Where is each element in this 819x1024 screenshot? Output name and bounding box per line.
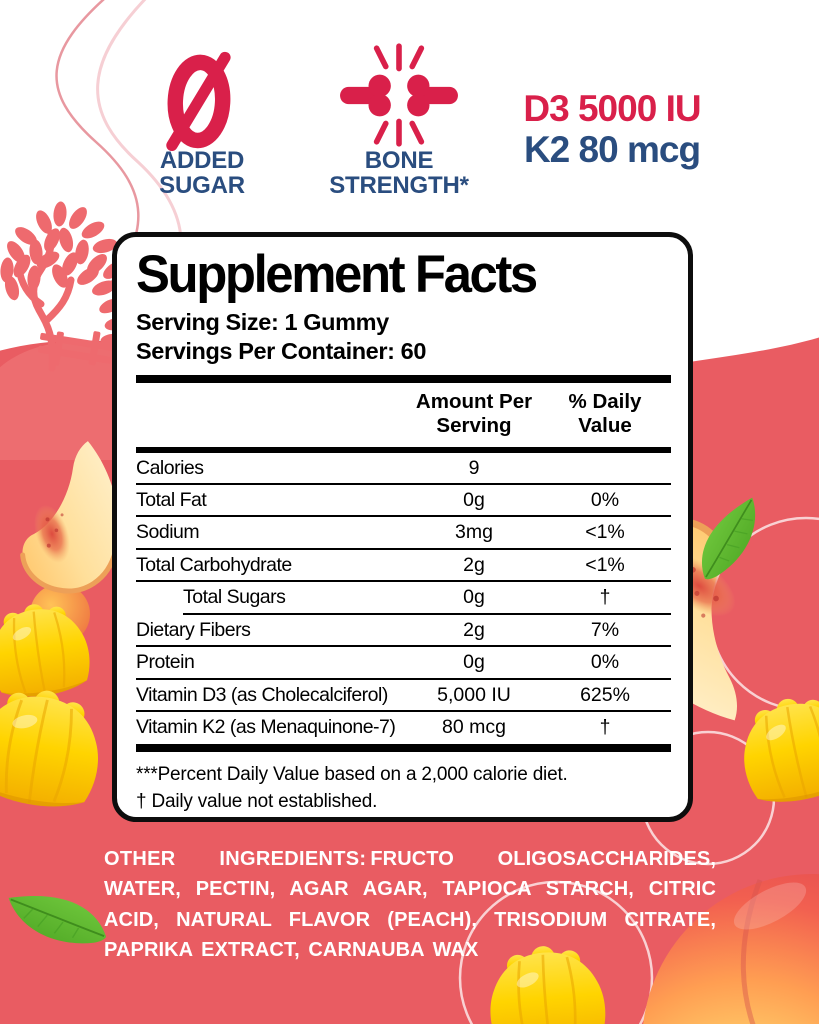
servings-per-container: Servings Per Container: 60 (136, 337, 426, 364)
row-dv: <1% (585, 553, 625, 576)
table-row: Dietary Fibers 2g 7% (136, 615, 671, 648)
bone-strength-line2: STRENGTH* (329, 171, 469, 199)
bone-strength-line1: BONE (364, 147, 434, 174)
whole-peach (643, 874, 819, 1024)
facts-rows: Calories 9 Total Fat 0g 0% Sodium 3mg <1… (136, 453, 671, 745)
bone-impact-icon (340, 43, 458, 147)
column-dv-header: % Daily Value (568, 390, 642, 438)
table-row: Total Fat 0g 0% (136, 485, 671, 518)
serving-size: Serving Size: 1 Gummy (136, 309, 389, 336)
row-amount: 2g (463, 618, 485, 641)
table-row: Protein 0g 0% (136, 647, 671, 680)
row-dv (540, 457, 670, 479)
row-name: Dietary Fibers (136, 618, 251, 641)
row-dv: 0% (590, 651, 620, 674)
row-name: Total Fat (136, 489, 207, 512)
divider-thick-bottom (136, 744, 671, 753)
row-amount: 3mg (455, 521, 493, 544)
divider-thick (136, 375, 671, 384)
table-row: Vitamin D3 (as Cholecalciferol) 5,000 IU… (136, 680, 671, 713)
column-amount-header: Amount Per Serving (415, 390, 533, 438)
table-row: Total Carbohydrate 2g <1% (136, 550, 671, 583)
row-name: Calories (136, 456, 204, 479)
other-ingredients-label: OTHER INGREDIENTS: (104, 848, 367, 870)
other-ingredients: OTHER INGREDIENTS: FRUCTO OLIGOSACCHARIDE… (104, 844, 716, 966)
footnote-dagger: † Daily value not established. (136, 791, 378, 813)
dosage-k2: K2 80 mcg (523, 129, 701, 170)
row-amount: 0g (463, 586, 485, 609)
footnote-daily-value: ***Percent Daily Value based on a 2,000 … (136, 764, 568, 786)
row-name: Protein (136, 651, 195, 674)
table-row: Calories 9 (136, 453, 671, 486)
row-dv: <1% (585, 521, 625, 544)
zero-slash-icon (166, 51, 231, 152)
row-amount: 0g (463, 489, 485, 512)
row-name: Vitamin D3 (as Cholecalciferol) (136, 683, 388, 706)
panel-title: Supplement Facts (136, 245, 538, 304)
table-row: Total Sugars 0g † (136, 582, 671, 616)
table-header: Amount Per Serving % Daily Value (136, 383, 671, 446)
row-dv: 625% (580, 683, 630, 706)
dosage-callout: D3 5000 IU K2 80 mcg (500, 90, 724, 168)
row-name: Total Sugars (183, 586, 286, 609)
supplement-facts-panel: Supplement Facts Serving Size: 1 Gummy S… (112, 232, 693, 822)
row-dv: † (599, 715, 611, 738)
added-sugar-line1: ADDED (159, 147, 245, 174)
column-name-header (136, 390, 408, 437)
row-name: Total Carbohydrate (136, 553, 292, 576)
row-amount: 0g (463, 651, 485, 674)
added-sugar-label: ADDED SUGAR (122, 147, 282, 199)
other-ingredients-text: FRUCTO OLIGOSACCHARIDES, WATER, PECTIN, … (104, 848, 716, 962)
added-sugar-line2: SUGAR (159, 171, 245, 199)
row-name: Vitamin K2 (as Menaquinone-7) (136, 715, 396, 738)
divider-medium (136, 446, 671, 453)
table-row: Sodium 3mg <1% (136, 517, 671, 551)
row-amount: 9 (468, 456, 480, 479)
row-dv: † (599, 586, 611, 609)
dosage-d3: D3 5000 IU (523, 88, 701, 129)
row-dv: 7% (590, 618, 620, 641)
row-amount: 2g (463, 553, 485, 576)
table-row: Vitamin K2 (as Menaquinone-7) 80 mcg † (136, 712, 671, 744)
row-dv: 0% (590, 489, 620, 512)
fence-icon (38, 331, 114, 366)
row-amount: 5,000 IU (437, 683, 511, 706)
bone-strength-label: BONE STRENGTH* (310, 147, 488, 199)
row-amount: 80 mcg (442, 715, 506, 738)
row-name: Sodium (136, 521, 200, 544)
